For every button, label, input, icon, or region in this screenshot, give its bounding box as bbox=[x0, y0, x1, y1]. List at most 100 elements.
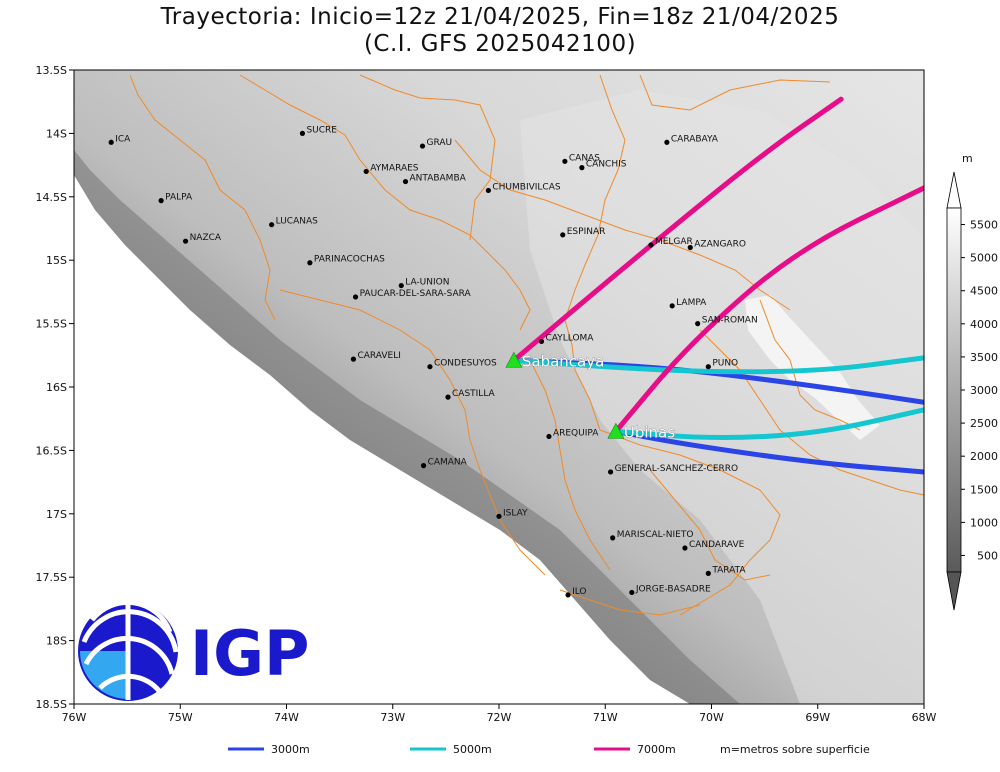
colorbar-label: 4000 bbox=[970, 318, 998, 331]
place-marker bbox=[108, 139, 114, 145]
place-marker bbox=[420, 463, 427, 469]
y-tick-label: 18S bbox=[46, 635, 67, 648]
place-label: AREQUIPA bbox=[553, 428, 599, 438]
place-marker bbox=[560, 232, 566, 238]
place-label: ESPINAR bbox=[567, 227, 606, 237]
place-marker bbox=[538, 338, 545, 344]
place-marker bbox=[269, 222, 275, 228]
colorbar-top-triangle bbox=[946, 171, 962, 209]
y-tick-label: 16.5S bbox=[36, 444, 67, 457]
place-label: SUCRE bbox=[306, 125, 337, 135]
x-tick-label: 68W bbox=[912, 711, 937, 724]
elevation-colorbar: m 50010001500200025003000350040004500500… bbox=[946, 152, 998, 611]
place-marker bbox=[402, 178, 409, 185]
y-tick-label: 17S bbox=[46, 508, 67, 521]
place-marker bbox=[363, 168, 369, 175]
x-tick-label: 76W bbox=[62, 711, 87, 724]
place-label: LA-UNION bbox=[405, 278, 449, 288]
place-label: CASTILLA bbox=[452, 389, 496, 399]
place-marker bbox=[682, 545, 688, 551]
place-marker bbox=[299, 130, 306, 136]
place-label: CANDARAVE bbox=[689, 540, 745, 550]
trajectory-ubinas-5000m bbox=[613, 407, 924, 440]
place-marker bbox=[687, 244, 693, 251]
terrain-band-lowland bbox=[74, 150, 740, 704]
place-marker bbox=[419, 143, 426, 149]
place-marker bbox=[427, 364, 433, 370]
trajectory-ubinas-7000m bbox=[613, 185, 924, 434]
place-label: MARISCAL-NIETO bbox=[617, 530, 694, 540]
logo-globe-quadrant bbox=[80, 651, 128, 699]
volcano-label: Ubinas bbox=[624, 423, 675, 441]
y-tick-label: 17.5S bbox=[36, 571, 67, 584]
place-label: CAMANA bbox=[428, 458, 468, 468]
x-tick-label: 75W bbox=[168, 711, 193, 724]
place-marker bbox=[579, 165, 585, 171]
y-tick-label: 18.5S bbox=[36, 698, 67, 711]
legend-note: m=metros sobre superficie bbox=[720, 743, 870, 756]
place-marker bbox=[158, 198, 164, 204]
place-marker bbox=[610, 535, 616, 541]
colorbar-bottom-triangle bbox=[946, 571, 962, 611]
igp-logo: IGP bbox=[78, 599, 309, 701]
place-marker bbox=[607, 469, 614, 475]
colorbar-label: 5500 bbox=[970, 219, 998, 232]
place-marker bbox=[648, 242, 654, 248]
place-marker bbox=[352, 294, 359, 300]
place-label: ICA bbox=[115, 134, 131, 144]
chart-title: Trayectoria: Inicio=12z 21/04/2025, Fin=… bbox=[0, 4, 1000, 58]
colorbar-label: 2000 bbox=[970, 450, 998, 463]
colorbar-label: 5000 bbox=[970, 252, 998, 265]
place-marker bbox=[629, 589, 635, 596]
y-tick-label: 14.5S bbox=[36, 191, 67, 204]
y-tick-label: 13.5S bbox=[36, 64, 67, 77]
x-tick-label: 70W bbox=[699, 711, 724, 724]
place-label: LUCANAS bbox=[276, 217, 318, 227]
legend-label: 5000m bbox=[453, 743, 492, 756]
x-tick-label: 72W bbox=[487, 711, 512, 724]
place-label: CANAS bbox=[569, 153, 600, 163]
x-tick-label: 74W bbox=[274, 711, 299, 724]
place-label: TARATA bbox=[711, 565, 746, 575]
place-label: PUNO bbox=[712, 359, 738, 369]
place-marker bbox=[695, 321, 701, 327]
place-label: CONDESUYOS bbox=[434, 359, 497, 369]
place-label: PALPA bbox=[165, 193, 193, 203]
colorbar-bar bbox=[946, 207, 962, 573]
colorbar-label: 1500 bbox=[970, 483, 998, 496]
colorbar-label: 500 bbox=[977, 549, 998, 562]
y-tick-label: 15.5S bbox=[36, 318, 67, 331]
place-marker bbox=[496, 513, 502, 519]
colorbar-top-cap bbox=[955, 172, 960, 173]
place-label: ILO bbox=[572, 587, 586, 597]
volcano-triangle-icon bbox=[607, 422, 625, 439]
colorbar-label: 2500 bbox=[970, 417, 998, 430]
place-label: GRAU bbox=[427, 138, 453, 148]
terrain-band-highland bbox=[520, 90, 924, 704]
title-line-2: (C.I. GFS 2025042100) bbox=[363, 31, 637, 57]
place-label: CHUMBIVILCAS bbox=[492, 182, 560, 192]
logo-text: IGP bbox=[190, 617, 309, 690]
place-label: AYMARAES bbox=[370, 163, 419, 173]
place-marker bbox=[705, 570, 711, 576]
place-label: CARAVELI bbox=[357, 351, 400, 361]
place-label: ANTABAMBA bbox=[410, 174, 467, 184]
lake-titicaca bbox=[745, 295, 880, 440]
place-marker bbox=[669, 303, 675, 309]
province-borders bbox=[129, 74, 924, 616]
place-marker bbox=[182, 238, 189, 244]
place-label: CAYLLOMA bbox=[546, 333, 595, 343]
legend-label: 7000m bbox=[637, 743, 676, 756]
place-marker bbox=[705, 364, 711, 370]
place-marker bbox=[350, 356, 357, 362]
place-marker bbox=[546, 433, 552, 440]
volcano-label: Sabancaya bbox=[522, 352, 604, 370]
legend-label: 3000m bbox=[271, 743, 310, 756]
volcano-triangle-icon bbox=[505, 351, 523, 368]
place-label: GENERAL-SANCHEZ-CERRO bbox=[615, 464, 739, 474]
trajectory-sabancaya-5000m bbox=[511, 355, 924, 375]
place-label: LAMPA bbox=[676, 298, 707, 308]
place-marker bbox=[307, 260, 313, 266]
